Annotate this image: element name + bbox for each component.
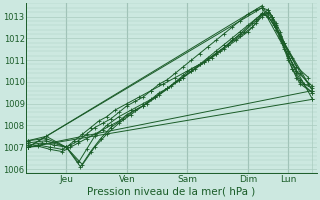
X-axis label: Pression niveau de la mer( hPa ): Pression niveau de la mer( hPa ) [87, 187, 255, 197]
